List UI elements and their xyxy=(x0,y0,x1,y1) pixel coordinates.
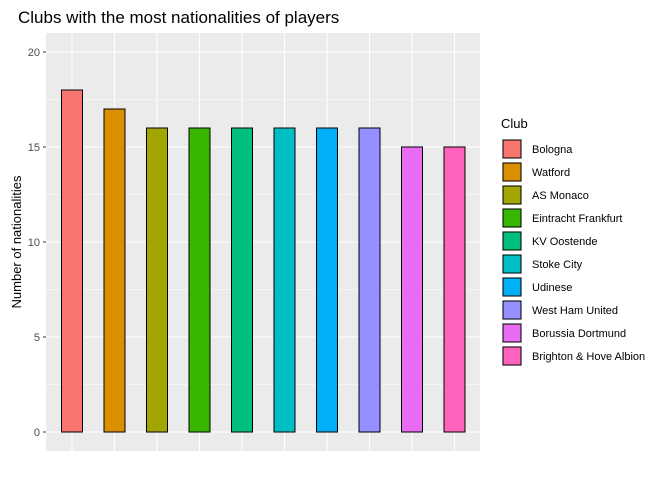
legend-label-2: Watford xyxy=(532,167,570,179)
legend-label-1: Bologna xyxy=(532,144,573,156)
legend-label-10: Brighton & Hove Albion xyxy=(532,351,645,363)
bar-4 xyxy=(188,127,211,433)
legend-key-8 xyxy=(502,300,522,320)
bar-7 xyxy=(316,127,338,433)
bar-8 xyxy=(358,127,381,433)
legend-label-8: West Ham United xyxy=(532,305,618,317)
legend-key-6 xyxy=(502,254,522,274)
chart-title: Clubs with the most nationalities of pla… xyxy=(18,8,339,27)
y-tick-label: 15 xyxy=(28,142,40,154)
y-tick-label: 20 xyxy=(28,47,40,59)
bar-10 xyxy=(443,146,466,433)
bars xyxy=(61,89,466,433)
legend-label-3: AS Monaco xyxy=(532,190,589,202)
legend-label-7: Udinese xyxy=(532,282,572,294)
legend-key-10 xyxy=(502,346,522,366)
legend-label-4: Eintracht Frankfurt xyxy=(532,213,622,225)
y-tick-label: 10 xyxy=(28,237,40,249)
legend-title: Club xyxy=(501,116,528,131)
bar-6 xyxy=(273,127,296,433)
legend-key-2 xyxy=(502,162,522,182)
legend-label-6: Stoke City xyxy=(532,259,583,271)
legend-key-3 xyxy=(502,185,522,205)
legend-label-5: KV Oostende xyxy=(532,236,597,248)
bar-9 xyxy=(401,146,423,433)
legend-key-9 xyxy=(502,323,522,343)
bar-2 xyxy=(103,108,126,433)
legend-key-4 xyxy=(502,208,522,228)
bar-1 xyxy=(61,89,83,433)
y-axis-title: Number of nationalities xyxy=(9,175,24,308)
legend-key-7 xyxy=(502,277,522,297)
legend-key-5 xyxy=(502,231,522,251)
legend-label-9: Borussia Dortmund xyxy=(532,328,626,340)
y-tick-label: 5 xyxy=(34,332,40,344)
legend: Club Bologna Watford AS Monaco Eintracht Fr… xyxy=(501,116,645,366)
legend-key-1 xyxy=(502,139,522,159)
y-tick-label: 0 xyxy=(34,427,40,439)
y-axis-ticks: 0 5 10 15 20 xyxy=(28,47,46,439)
bar-5 xyxy=(231,127,253,433)
bar-3 xyxy=(146,127,168,433)
